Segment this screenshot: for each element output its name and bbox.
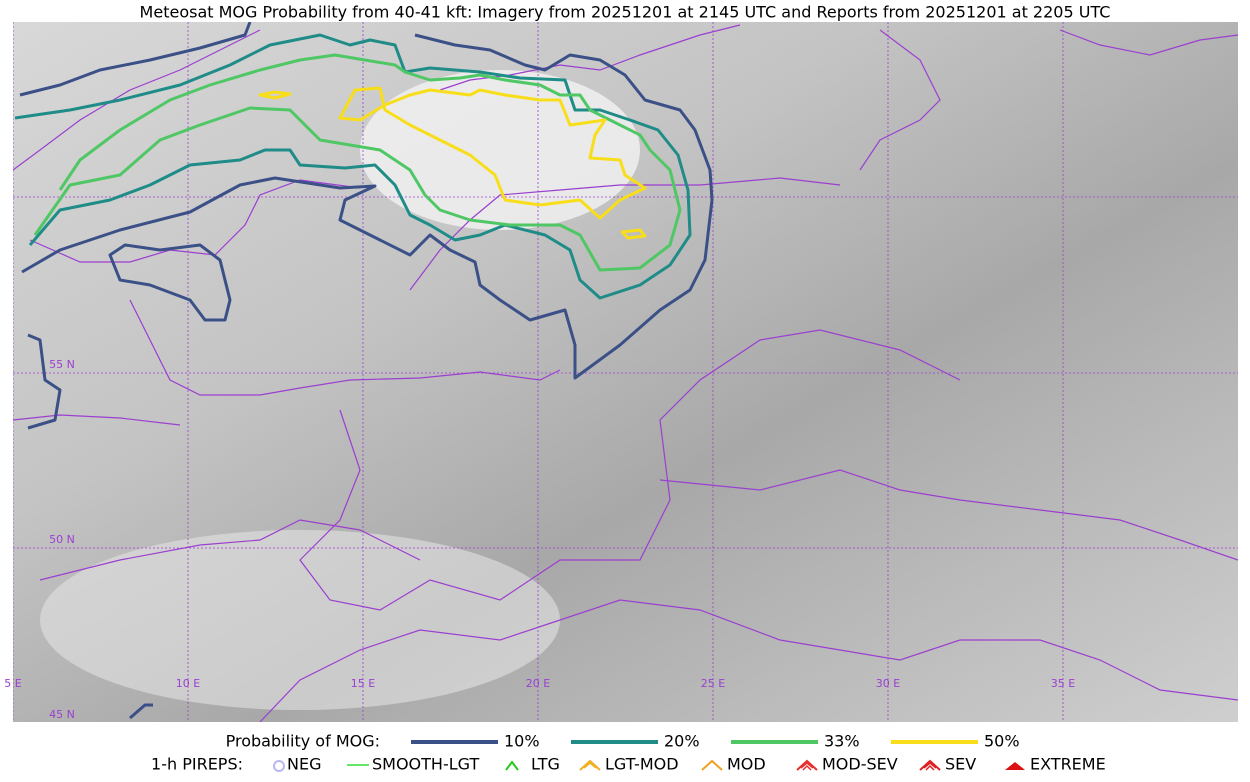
pirep-icon xyxy=(796,759,818,771)
pireps-title: 1-h PIREPS: xyxy=(151,755,243,774)
contour xyxy=(19,22,252,97)
legend-title: Probability of MOG: xyxy=(226,732,380,751)
coastline xyxy=(859,29,941,171)
coastline xyxy=(13,414,181,426)
pirep-label: EXTREME xyxy=(1030,755,1106,774)
pirep-icon xyxy=(579,759,601,771)
contour xyxy=(338,86,647,220)
pirep-icon xyxy=(800,762,814,769)
contours xyxy=(14,22,714,720)
coastline xyxy=(259,599,1238,722)
longitude-label: 15 E xyxy=(351,677,375,690)
pirep-label: LGT-MOD xyxy=(605,755,679,774)
coastlines xyxy=(13,24,1238,722)
contour xyxy=(129,703,153,720)
contour xyxy=(108,243,232,322)
contour xyxy=(620,228,647,240)
map xyxy=(13,22,1238,722)
contour xyxy=(21,33,714,380)
contour xyxy=(33,53,682,272)
longitude-label: 5 E xyxy=(4,677,21,690)
coastline xyxy=(13,29,261,171)
longitude-label: 35 E xyxy=(1051,677,1075,690)
coastline xyxy=(129,299,561,396)
legend: Probability of MOG: 10% 20% 33% 50% 1-h PIREP… xyxy=(151,732,1106,774)
contour xyxy=(258,90,292,100)
latitude-label: 50 N xyxy=(49,533,75,546)
coastline xyxy=(299,329,961,611)
contour xyxy=(14,33,692,300)
cloud xyxy=(40,530,560,710)
cloud xyxy=(360,70,640,230)
pirep-label: SMOOTH-LGT xyxy=(372,755,479,774)
latitude-label: 45 N xyxy=(49,708,75,721)
latitude-label: 55 N xyxy=(49,358,75,371)
longitude-label: 25 E xyxy=(701,677,725,690)
pirep-label: NEG xyxy=(287,755,321,774)
coastline xyxy=(439,24,741,91)
pirep-label: LTG xyxy=(531,755,560,774)
pirep-icon xyxy=(701,759,723,771)
pirep-icon xyxy=(583,762,597,769)
pirep-icon xyxy=(919,759,941,771)
pirep-label: MOD xyxy=(727,755,766,774)
legend-label: 10% xyxy=(504,732,540,751)
longitude-label: 10 E xyxy=(176,677,200,690)
pirep-icon xyxy=(273,760,285,772)
longitude-label: 30 E xyxy=(876,677,900,690)
coastline xyxy=(409,177,841,291)
pirep-icon xyxy=(505,760,519,771)
pirep-icon xyxy=(1005,762,1025,770)
pirep-label: SEV xyxy=(945,755,976,774)
coastline xyxy=(659,469,1238,561)
pirep-icon xyxy=(923,762,937,769)
contour xyxy=(27,333,62,430)
title: Meteosat MOG Probability from 40-41 kft:… xyxy=(140,3,1111,22)
coastline xyxy=(39,519,421,581)
pirep-label: MOD-SEV xyxy=(822,755,898,774)
longitude-label: 20 E xyxy=(526,677,550,690)
pirep-icon xyxy=(802,764,812,771)
legend-label: 33% xyxy=(824,732,860,751)
legend-label: 20% xyxy=(664,732,700,751)
pirep-icon xyxy=(925,764,935,771)
coastline xyxy=(1059,29,1238,56)
legend-label: 50% xyxy=(984,732,1020,751)
graticule xyxy=(13,22,1238,722)
